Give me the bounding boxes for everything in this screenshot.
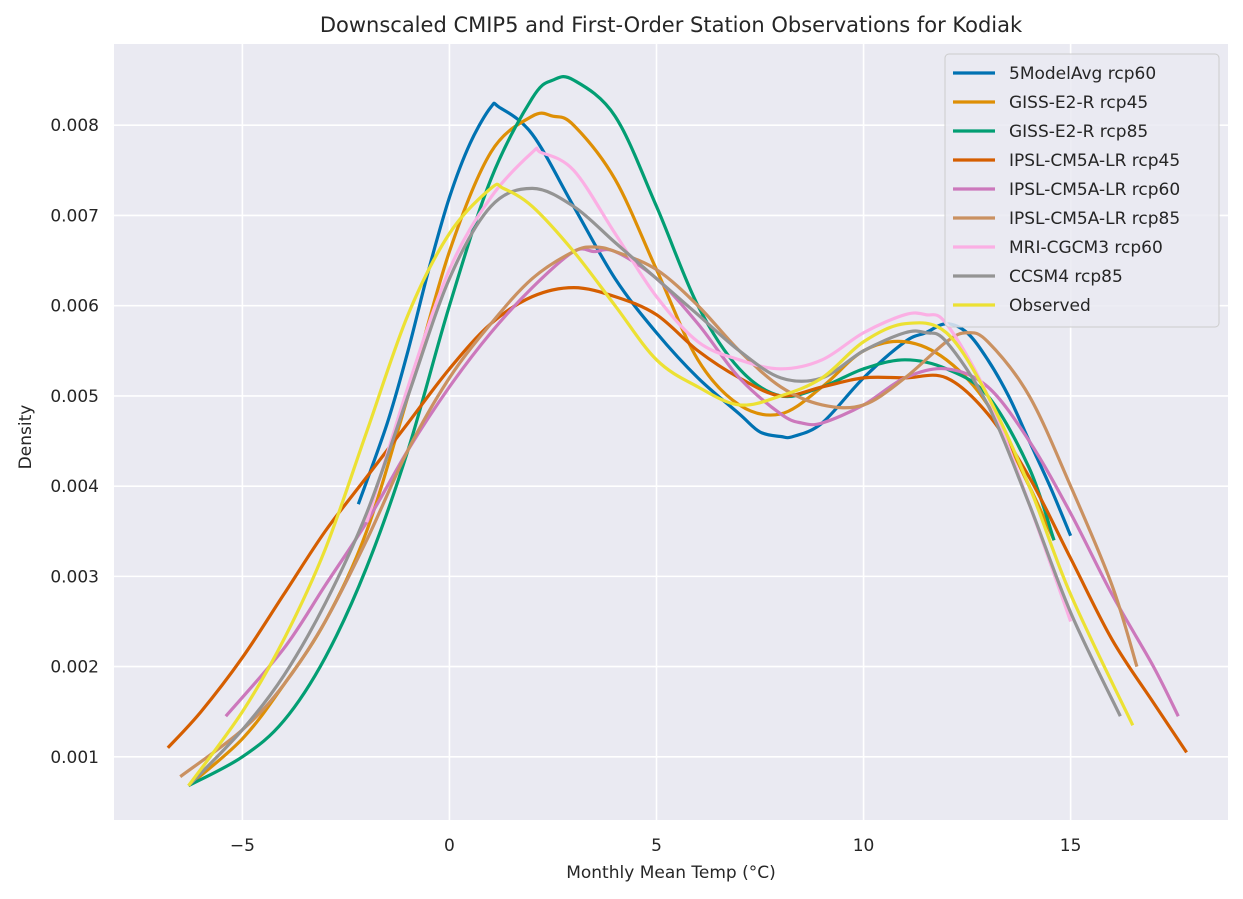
y-tick-labels: 0.001 0.002 0.003 0.004 0.005 0.006 0.007 0.008 <box>50 116 99 768</box>
series-line-ipsl-cm5a-lr-rcp45 <box>166 286 1188 754</box>
series-line-ipsl-cm5a-lr-rcp85 <box>179 245 1139 778</box>
x-tick-label: −5 <box>230 836 255 856</box>
y-tick-label: 0.002 <box>50 658 99 678</box>
series-line-ccsm4-rcp85 <box>187 186 1122 787</box>
series-line-5modelavg-rcp60 <box>356 101 1073 537</box>
y-tick-label: 0.008 <box>50 116 99 136</box>
x-tick-label: 5 <box>651 836 662 856</box>
legend-label: GISS-E2-R rcp45 <box>1009 93 1148 113</box>
legend-label: 5ModelAvg rcp60 <box>1009 64 1156 84</box>
legend-box <box>944 53 1220 328</box>
x-tick-label: 0 <box>444 836 455 856</box>
x-axis-label: Monthly Mean Temp (°C) <box>566 863 776 883</box>
y-axis-label: Density <box>16 405 36 470</box>
x-tick-label: 15 <box>1060 836 1082 856</box>
y-tick-label: 0.003 <box>50 567 99 587</box>
chart-title: Downscaled CMIP5 and First-Order Station… <box>320 13 1023 37</box>
series-line-giss-e2-r-rcp85 <box>187 75 1056 788</box>
x-tick-labels: −5 0 5 10 15 <box>230 836 1082 856</box>
series-line-observed <box>187 182 1135 787</box>
legend-label: IPSL-CM5A-LR rcp85 <box>1009 209 1180 229</box>
series-layer <box>166 75 1188 788</box>
y-tick-label: 0.001 <box>50 748 99 768</box>
legend-label: Observed <box>1009 296 1091 316</box>
x-tick-label: 10 <box>853 836 875 856</box>
legend-label: IPSL-CM5A-LR rcp45 <box>1009 151 1180 171</box>
legend-label: CCSM4 rcp85 <box>1009 267 1123 287</box>
y-tick-label: 0.006 <box>50 297 99 317</box>
y-tick-label: 0.004 <box>50 477 99 497</box>
y-tick-label: 0.005 <box>50 387 99 407</box>
legend-label: MRI-CGCM3 rcp60 <box>1009 238 1163 258</box>
legend-label: GISS-E2-R rcp85 <box>1009 122 1148 142</box>
legend-label: IPSL-CM5A-LR rcp60 <box>1009 180 1180 200</box>
y-tick-label: 0.007 <box>50 206 99 226</box>
legend: 5ModelAvg rcp60 GISS-E2-R rcp45 GISS-E2-R … <box>944 53 1220 328</box>
series-line-mri-cgcm3-rcp60 <box>365 146 1073 623</box>
